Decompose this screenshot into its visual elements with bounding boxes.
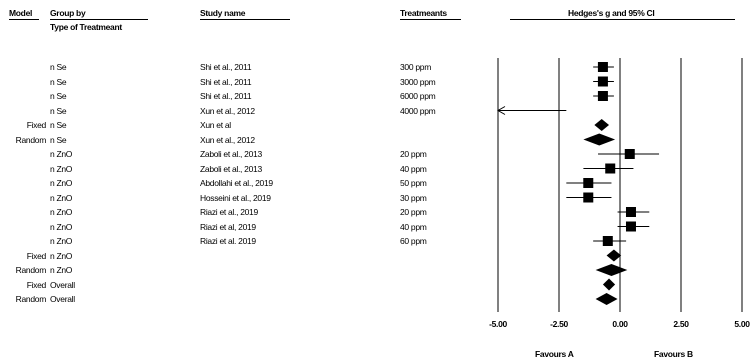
row-study-name: Hosseini et al., 2019 — [200, 192, 271, 203]
row-group: n ZnO — [50, 163, 73, 174]
x-tick-label: 2.50 — [673, 319, 689, 329]
summary-diamond — [606, 249, 622, 262]
row-group: Overall — [50, 294, 75, 304]
row-treatment: 40 ppm — [400, 163, 427, 174]
row-study-name: Abdollahi et al., 2019 — [200, 178, 273, 188]
ci-arrow — [496, 106, 506, 115]
row-study-name: Riazi et al, 2019 — [200, 221, 256, 232]
header-study-underline — [200, 19, 290, 20]
row-study-name: Shi et al., 2011 — [200, 76, 252, 87]
effect-square — [583, 178, 594, 188]
header-effect-underline — [510, 19, 735, 20]
effect-square — [602, 236, 613, 246]
effect-square — [625, 207, 636, 217]
row-study-name: Riazi et al., 2019 — [200, 207, 258, 217]
row-group: n Se — [50, 91, 67, 101]
row-group: n ZnO — [50, 236, 73, 246]
summary-diamond — [595, 264, 628, 276]
row-group: n ZnO — [50, 192, 73, 203]
row-group: n Se — [50, 76, 67, 87]
row-model: Random — [15, 265, 47, 275]
summary-diamond — [595, 293, 618, 305]
row-treatment: 40 ppm — [400, 221, 427, 232]
row-model: Random — [15, 294, 47, 304]
header-group-underline — [50, 19, 148, 20]
x-tick-label: -2.50 — [550, 319, 568, 329]
effect-square — [624, 149, 635, 159]
effect-square — [583, 192, 594, 203]
row-group: n ZnO — [50, 250, 73, 261]
effect-square — [605, 163, 616, 174]
row-group: n ZnO — [50, 207, 73, 217]
row-treatment: 20 ppm — [400, 149, 427, 159]
row-study-name: Xun et al., 2012 — [200, 134, 255, 145]
row-study-name: Riazi et al. 2019 — [200, 236, 256, 246]
row-study-name: Xun et al — [200, 120, 231, 130]
row-study-name: Zaboli et al., 2013 — [200, 163, 262, 174]
x-tick-label: 0.00 — [612, 319, 628, 329]
row-model: Fixed — [26, 120, 47, 130]
header-effect-size: Hedges's g and 95% CI — [568, 8, 655, 18]
effect-square — [597, 62, 608, 72]
x-tick-label: -5.00 — [489, 319, 507, 329]
row-treatment: 30 ppm — [400, 192, 427, 203]
row-treatment: 20 ppm — [400, 207, 427, 217]
row-treatment: 60 ppm — [400, 236, 427, 246]
effect-square — [625, 221, 636, 232]
row-study-name: Shi et al., 2011 — [200, 91, 252, 101]
header-study-name: Study name — [200, 8, 246, 18]
summary-diamond — [594, 119, 610, 131]
row-treatment: 300 ppm — [400, 62, 431, 72]
row-study-name: Xun et al., 2012 — [200, 105, 255, 116]
x-tick-label: 5.00 — [734, 319, 750, 329]
effect-square — [597, 91, 608, 101]
row-group: n Se — [50, 134, 67, 145]
row-group: n Se — [50, 120, 67, 130]
header-treatments-underline — [400, 19, 461, 20]
favours-a-label: Favours A — [535, 349, 574, 359]
row-group: n ZnO — [50, 221, 73, 232]
row-group: n Se — [50, 105, 67, 116]
row-group: n ZnO — [50, 149, 73, 159]
header-model-underline — [9, 19, 39, 20]
favours-b-label: Favours B — [654, 349, 693, 359]
row-group: n Se — [50, 62, 67, 72]
row-model: Random — [15, 134, 47, 145]
row-study-name: Shi et al., 2011 — [200, 62, 252, 72]
row-model: Fixed — [26, 250, 47, 261]
header-group-subtitle: Type of Treatmeant — [50, 22, 122, 32]
row-treatment: 3000 ppm — [400, 76, 436, 87]
row-group: n ZnO — [50, 265, 73, 275]
row-treatment: 6000 ppm — [400, 91, 436, 101]
effect-square — [597, 76, 608, 87]
header-group-by: Group by — [50, 8, 86, 18]
row-study-name: Zaboli et al., 2013 — [200, 149, 262, 159]
row-model: Fixed — [26, 279, 47, 290]
row-group: Overall — [50, 279, 75, 290]
row-treatment: 50 ppm — [400, 178, 427, 188]
header-model: Model — [9, 8, 33, 18]
row-group: n ZnO — [50, 178, 73, 188]
summary-diamond — [602, 278, 616, 291]
row-treatment: 4000 ppm — [400, 105, 436, 116]
summary-diamond — [583, 133, 616, 146]
header-treatments: Treatmeants — [400, 8, 447, 18]
